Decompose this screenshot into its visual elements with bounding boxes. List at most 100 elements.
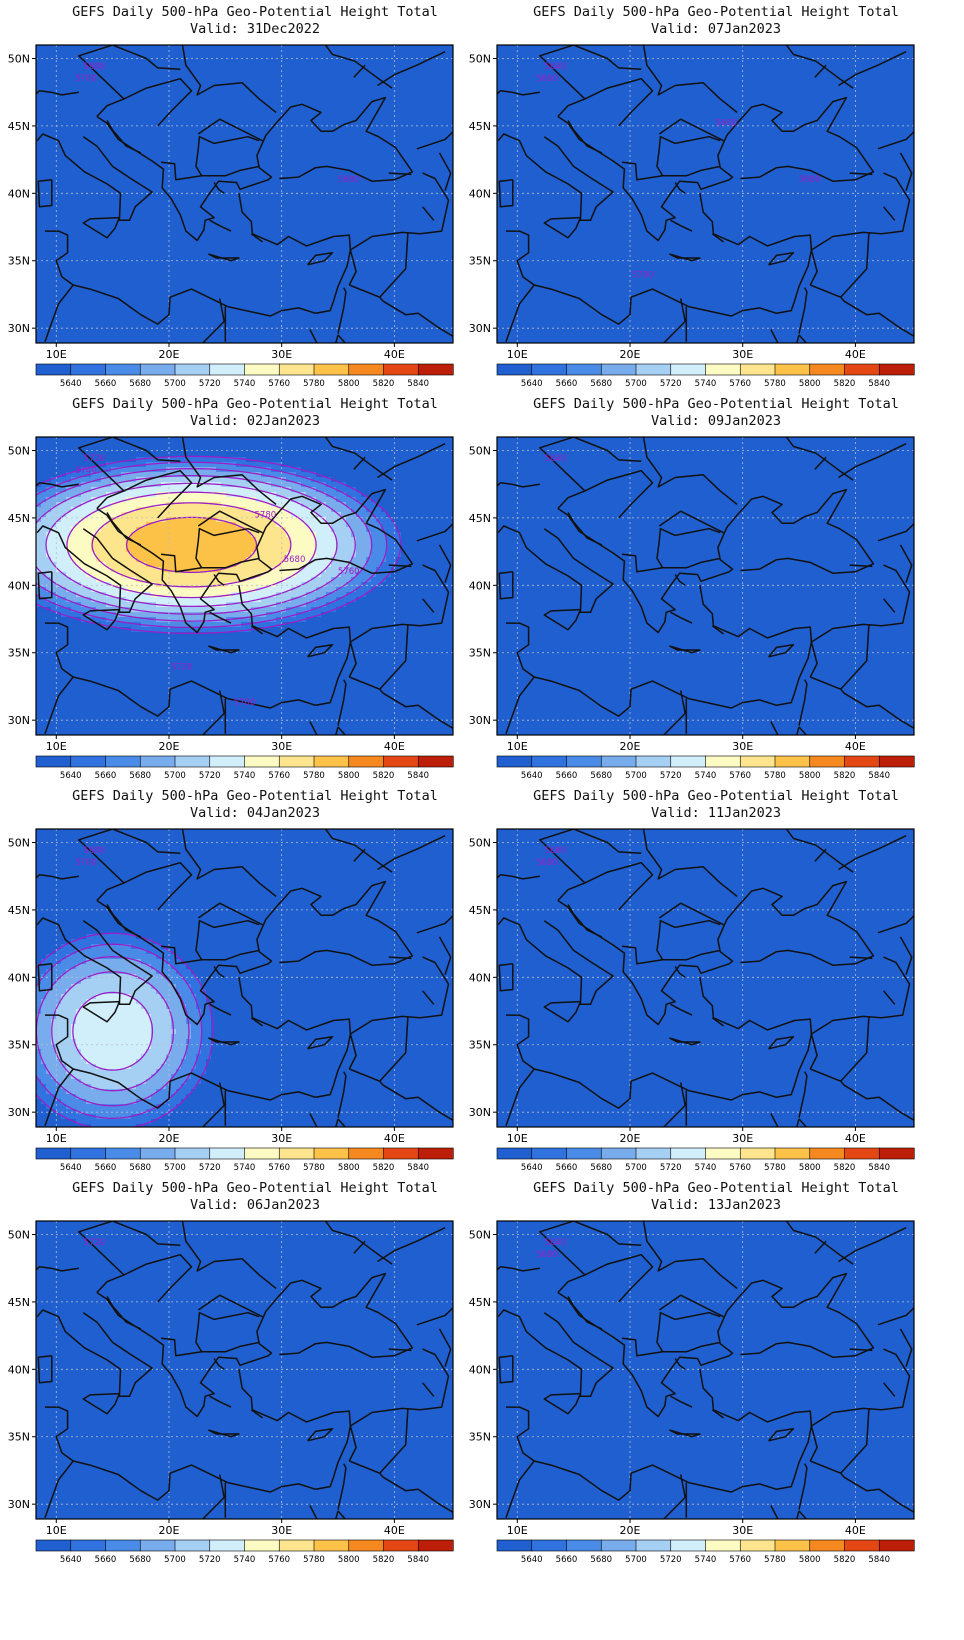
panel-title-block: GEFS Daily 500-hPa Geo-Potential Height … bbox=[497, 396, 935, 430]
colorbar-swatch bbox=[566, 755, 602, 768]
panel-valid-date: Valid: 04Jan2023 bbox=[36, 805, 474, 822]
colorbar-label: 5740 bbox=[695, 379, 717, 389]
lat-tick-label: 40N bbox=[8, 187, 30, 200]
contour-label: 5740 bbox=[75, 466, 97, 476]
colorbar-label: 5720 bbox=[660, 379, 682, 389]
colorbar-swatch bbox=[635, 755, 672, 768]
colorbar-swatch bbox=[809, 363, 846, 376]
colorbar-swatch bbox=[809, 1147, 846, 1160]
colorbar-swatch bbox=[566, 363, 602, 376]
panel-title-block: GEFS Daily 500-hPa Geo-Potential Height … bbox=[36, 396, 474, 430]
colorbar-label: 5760 bbox=[268, 1555, 290, 1565]
map-area: 5640 5680 bbox=[497, 1221, 914, 1519]
panel-valid-date: Valid: 09Jan2023 bbox=[497, 413, 935, 430]
coastlines-and-borders bbox=[497, 437, 914, 735]
colorbar-swatch bbox=[496, 1147, 533, 1160]
colorbar-swatch bbox=[209, 1539, 246, 1552]
colorbar-swatch bbox=[139, 755, 176, 768]
colorbar-swatch bbox=[809, 755, 846, 768]
contour-label: 5680 bbox=[536, 858, 558, 868]
lon-tick-label: 30E bbox=[732, 1524, 753, 1537]
map-frame bbox=[35, 1220, 454, 1520]
lat-tick-label: 40N bbox=[469, 579, 491, 592]
height-field-fill bbox=[497, 45, 914, 343]
colorbar: 5640 5660 5680 5700 5720 5740 5760 5780 5800 5820… bbox=[35, 1147, 454, 1173]
lat-tick-label: 35N bbox=[469, 647, 491, 660]
colorbar-label: 5700 bbox=[164, 771, 186, 781]
colorbar-label: 5720 bbox=[199, 771, 221, 781]
panel-title: GEFS Daily 500-hPa Geo-Potential Height … bbox=[497, 396, 935, 413]
colorbar-label: 5660 bbox=[95, 1163, 117, 1173]
lon-tick-label: 10E bbox=[46, 1524, 67, 1537]
colorbar-swatch bbox=[174, 363, 211, 376]
colorbar-label: 5800 bbox=[799, 379, 821, 389]
colorbar-label: 5660 bbox=[556, 379, 578, 389]
lat-tick-label: 45N bbox=[8, 512, 30, 525]
coastlines-and-borders bbox=[36, 45, 453, 343]
colorbar-label: 5760 bbox=[729, 1163, 751, 1173]
lon-tick-label: 40E bbox=[845, 1132, 866, 1145]
map-area: 5720 5740 5760 5780 5720 5700 5680 bbox=[36, 437, 453, 735]
colorbar-label: 5780 bbox=[303, 771, 325, 781]
colorbar-label: 5840 bbox=[868, 1555, 890, 1565]
lat-tick-label: 30N bbox=[8, 714, 30, 727]
lon-tick-label: 30E bbox=[271, 348, 292, 361]
map-area: 5660 5680 bbox=[497, 829, 914, 1127]
lon-tick-label: 20E bbox=[620, 348, 641, 361]
colorbar-swatch bbox=[174, 755, 211, 768]
lon-tick-label: 30E bbox=[271, 1132, 292, 1145]
colorbar-swatch bbox=[600, 1539, 637, 1552]
colorbar-swatch bbox=[383, 1539, 419, 1552]
height-field-fill bbox=[36, 1221, 453, 1519]
lat-tick-label: 35N bbox=[469, 255, 491, 268]
colorbar-swatch bbox=[313, 755, 350, 768]
colorbar-swatch bbox=[496, 1539, 533, 1552]
colorbar-label: 5640 bbox=[60, 379, 82, 389]
colorbar-label: 5780 bbox=[764, 771, 786, 781]
panel-title: GEFS Daily 500-hPa Geo-Potential Height … bbox=[497, 4, 935, 21]
contour-label: 5700 bbox=[75, 858, 97, 868]
colorbar-swatch bbox=[348, 755, 385, 768]
colorbar-swatch bbox=[348, 1539, 385, 1552]
colorbar-swatch bbox=[531, 363, 568, 376]
colorbar-swatch bbox=[878, 755, 915, 768]
colorbar-label: 5840 bbox=[407, 379, 429, 389]
colorbar-swatch bbox=[70, 755, 107, 768]
colorbar-label: 5700 bbox=[164, 1555, 186, 1565]
lat-tick-label: 50N bbox=[469, 1228, 491, 1241]
colorbar-swatch bbox=[774, 755, 811, 768]
map-panel: GEFS Daily 500-hPa Geo-Potential Height … bbox=[0, 784, 482, 1194]
lon-tick-label: 20E bbox=[159, 1524, 180, 1537]
lat-tick-label: 45N bbox=[8, 1296, 30, 1309]
map-figure: 5680 5700 5680 50N 45N 40N 35N 30N 10E 20E 30E 40E 5… bbox=[8, 44, 454, 389]
colorbar-swatch bbox=[70, 1147, 107, 1160]
lon-tick-label: 30E bbox=[732, 740, 753, 753]
contour-label: 5640 bbox=[545, 454, 567, 464]
colorbar-swatch bbox=[670, 755, 707, 768]
lat-tick-label: 30N bbox=[8, 322, 30, 335]
map-frame bbox=[496, 436, 915, 736]
lon-tick-label: 20E bbox=[620, 1524, 641, 1537]
panel-valid-date: Valid: 07Jan2023 bbox=[497, 21, 935, 38]
colorbar-swatch bbox=[878, 1147, 915, 1160]
panel-title-block: GEFS Daily 500-hPa Geo-Potential Height … bbox=[36, 788, 474, 822]
colorbar-label: 5820 bbox=[373, 379, 395, 389]
colorbar-swatch bbox=[417, 363, 454, 376]
map-panel: GEFS Daily 500-hPa Geo-Potential Height … bbox=[0, 392, 482, 802]
colorbar-label: 5840 bbox=[407, 1163, 429, 1173]
colorbar-label: 5680 bbox=[129, 771, 151, 781]
colorbar-swatch bbox=[878, 363, 915, 376]
colorbar-label: 5820 bbox=[834, 771, 856, 781]
colorbar-label: 5680 bbox=[129, 379, 151, 389]
colorbar-swatch bbox=[531, 755, 568, 768]
colorbar-swatch bbox=[844, 1147, 880, 1160]
colorbar-swatch bbox=[313, 1539, 350, 1552]
contour-label: 5700 bbox=[75, 74, 97, 84]
colorbar-swatch bbox=[705, 363, 741, 376]
map-panel: GEFS Daily 500-hPa Geo-Potential Height … bbox=[0, 1176, 482, 1586]
panel-title: GEFS Daily 500-hPa Geo-Potential Height … bbox=[36, 396, 474, 413]
colorbar: 5640 5660 5680 5700 5720 5740 5760 5780 5800 5820… bbox=[496, 755, 915, 781]
lon-tick-label: 30E bbox=[732, 348, 753, 361]
lon-tick-label: 30E bbox=[271, 740, 292, 753]
